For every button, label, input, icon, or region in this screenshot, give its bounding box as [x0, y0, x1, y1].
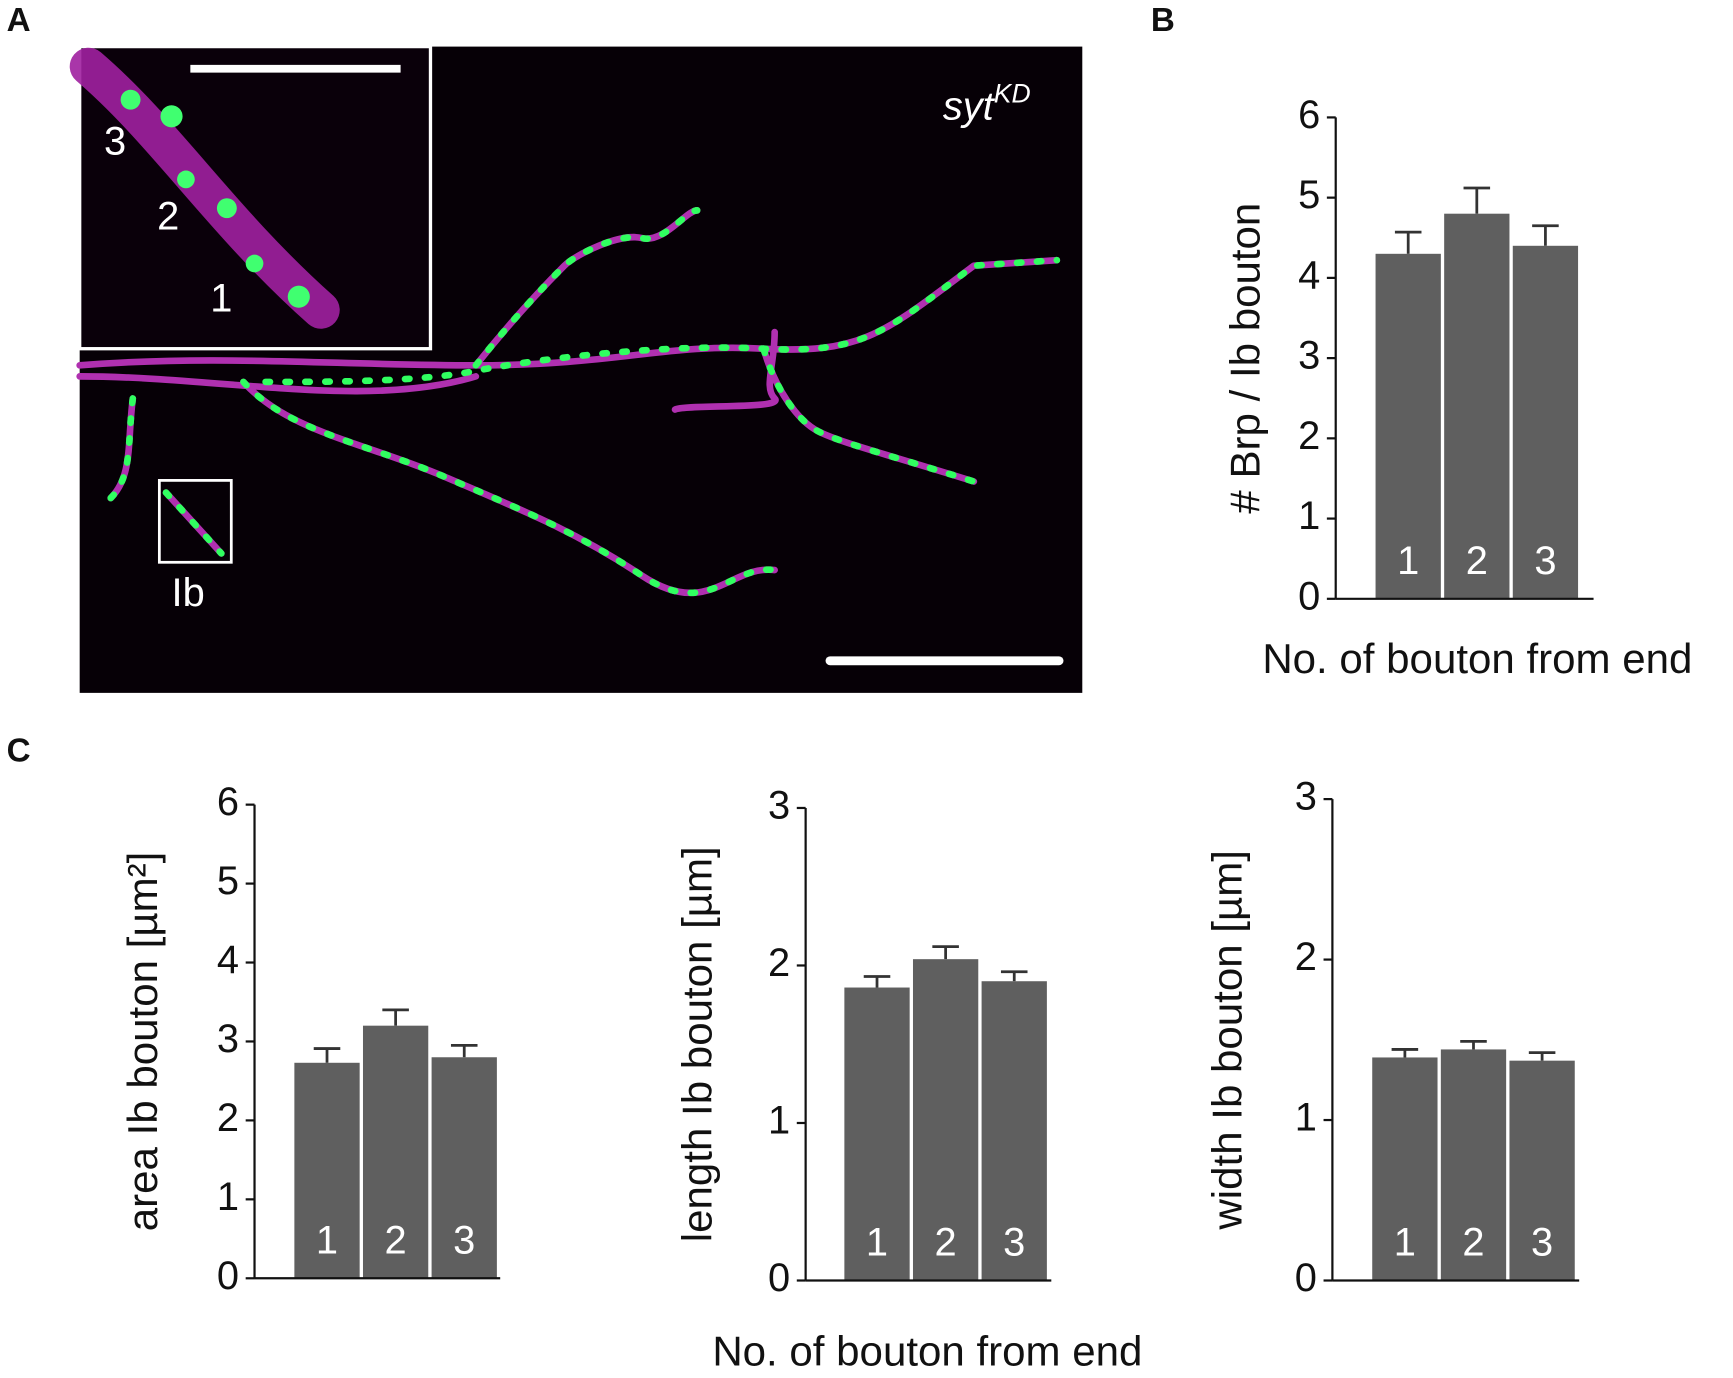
inset-label: 2 — [157, 195, 179, 239]
bar-label: 2 — [935, 1221, 957, 1265]
bar — [981, 981, 1047, 1281]
panel-letter: B — [1151, 2, 1175, 39]
y-tick-label: 0 — [1298, 574, 1320, 618]
bar — [912, 959, 979, 1281]
y-axis-label: length Ib bouton [µm] — [674, 846, 721, 1242]
y-axis-label: area Ib bouton [µm²] — [119, 852, 166, 1232]
y-tick-label: 4 — [1298, 253, 1320, 297]
bar-label: 3 — [453, 1218, 475, 1262]
box-label: Ib — [172, 571, 205, 615]
bar-label: 3 — [1003, 1221, 1025, 1265]
bar-label: 3 — [1534, 539, 1556, 583]
inset-axon — [69, 47, 340, 329]
y-tick-label: 1 — [1295, 1096, 1317, 1140]
y-tick-label: 1 — [768, 1099, 790, 1143]
genotype-label: sytKD — [943, 78, 1031, 128]
bar-label: 1 — [866, 1221, 888, 1265]
bar — [362, 1025, 429, 1279]
bar-label: 1 — [316, 1218, 338, 1262]
micrograph: 3 2 1 Ib sytKD — [69, 44, 1083, 693]
y-tick-label: 2 — [217, 1096, 239, 1140]
bar — [1444, 213, 1510, 599]
y-tick-label: 2 — [1298, 414, 1320, 458]
y-tick-label: 0 — [768, 1256, 790, 1300]
bar-label: 2 — [1462, 1221, 1484, 1265]
y-tick-label: 5 — [1298, 173, 1320, 217]
genotype: syt — [943, 84, 996, 128]
y-tick-label: 6 — [1298, 93, 1320, 137]
y-tick-label: 2 — [768, 941, 790, 985]
inset-label: 3 — [104, 119, 126, 163]
panel-letter: C — [7, 732, 31, 769]
y-axis-label: width Ib bouton [µm] — [1204, 850, 1251, 1230]
y-axis-label: # Brp / Ib bouton — [1221, 203, 1268, 514]
bar — [431, 1057, 497, 1279]
x-axis-label: No. of bouton from end — [712, 1328, 1142, 1375]
y-tick-label: 3 — [217, 1017, 239, 1061]
bar — [1512, 245, 1579, 599]
y-tick-label: 2 — [1295, 935, 1317, 979]
genotype-sup: KD — [994, 78, 1031, 108]
y-tick-label: 1 — [1298, 494, 1320, 538]
bar-label: 1 — [1394, 1221, 1416, 1265]
y-tick-label: 0 — [1295, 1256, 1317, 1300]
y-tick-label: 4 — [217, 938, 239, 982]
bar — [294, 1062, 360, 1279]
y-tick-label: 3 — [768, 783, 790, 827]
bar — [1509, 1060, 1575, 1281]
panel-letter: A — [7, 2, 31, 39]
y-tick-label: 3 — [1295, 775, 1317, 819]
y-tick-label: 1 — [217, 1175, 239, 1219]
y-tick-label: 5 — [217, 859, 239, 903]
y-tick-label: 0 — [217, 1254, 239, 1298]
bar — [1372, 1057, 1438, 1281]
x-axis-label: No. of bouton from end — [1262, 635, 1692, 682]
bar-label: 3 — [1531, 1221, 1553, 1265]
inset-spots — [120, 89, 310, 308]
y-tick-label: 6 — [217, 780, 239, 824]
bar — [1375, 253, 1441, 599]
bar-label: 2 — [385, 1218, 407, 1262]
bar — [1440, 1049, 1507, 1281]
bar-label: 2 — [1466, 539, 1488, 583]
roi-box — [157, 479, 233, 564]
neurons — [76, 207, 1061, 597]
inset-label: 1 — [210, 277, 232, 321]
bar — [844, 987, 910, 1281]
y-tick-label: 3 — [1298, 334, 1320, 378]
bar-label: 1 — [1397, 539, 1419, 583]
